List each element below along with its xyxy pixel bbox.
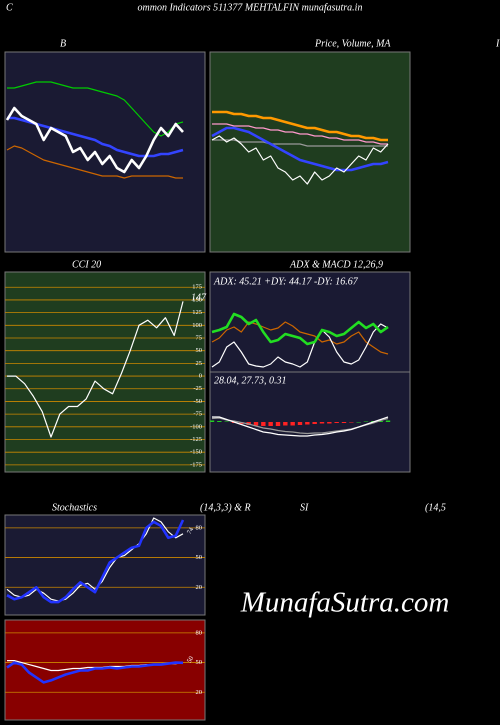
series-line: [6, 519, 185, 604]
end-label: 147: [191, 293, 207, 304]
histogram-bar: [275, 422, 281, 426]
histogram-bar: [268, 422, 273, 426]
series-line: [7, 301, 184, 438]
watermark: MunafaSutra.com: [240, 587, 450, 619]
y-tick-label: 150: [192, 296, 202, 303]
panel-subtitle: (14,3,3) & R: [200, 502, 251, 513]
series-line: [6, 145, 183, 179]
panel-title: SI: [300, 502, 309, 513]
y-tick-label: 20: [196, 689, 203, 696]
histogram-bar: [312, 422, 317, 424]
series-line: [6, 661, 184, 684]
series-line: [211, 323, 389, 368]
y-tick-label: 20: [196, 584, 203, 591]
histogram-bar: [363, 421, 369, 422]
y-tick-label: 100: [192, 322, 202, 329]
panel: [209, 51, 411, 253]
end-label: 50: [186, 655, 195, 664]
histogram-bar: [378, 421, 383, 422]
y-tick-label: 125: [192, 309, 202, 316]
y-tick-label: 75: [196, 334, 203, 341]
panel-annotation: 28.04, 27.73, 0.31: [214, 375, 287, 386]
y-tick-label: -175: [190, 461, 202, 468]
histogram-bar: [224, 421, 229, 422]
corner-text: C: [6, 2, 13, 13]
histogram-bar: [305, 422, 310, 425]
histogram-bar: [253, 422, 259, 426]
histogram-bar: [349, 422, 354, 423]
y-tick-label: -150: [190, 449, 202, 456]
panel-annotation: ADX: 45.21 +DY: 44.17 -DY: 16.67: [213, 276, 359, 287]
panel: [4, 271, 206, 473]
panel-title: CCI 20: [72, 259, 101, 270]
panel-title: Stochastics: [52, 502, 97, 513]
panel: [4, 514, 206, 616]
y-tick-label: 0: [199, 373, 202, 380]
histogram-bar: [209, 420, 215, 422]
y-tick-label: 80: [196, 629, 203, 636]
histogram-bar: [385, 420, 391, 422]
panel-title: ADX & MACD 12,26,9: [289, 259, 383, 270]
histogram-bar: [297, 422, 303, 425]
series-line: [211, 312, 389, 346]
series-line: [211, 321, 389, 355]
y-tick-label: -75: [193, 411, 202, 418]
y-tick-label: 50: [196, 659, 203, 666]
series-line: [211, 126, 389, 172]
histogram-bar: [319, 422, 325, 424]
y-tick-label: -25: [193, 385, 202, 392]
panel-title: B: [60, 38, 66, 49]
y-tick-label: -50: [193, 398, 202, 405]
page-title: ommon Indicators 511377 MEHTALFIN munafa…: [138, 2, 363, 13]
y-tick-label: 50: [196, 554, 203, 561]
y-tick-label: -125: [190, 436, 202, 443]
y-tick-label: 25: [196, 360, 203, 367]
y-tick-label: 50: [196, 347, 203, 354]
series-line: [211, 135, 389, 185]
histogram-bar: [327, 422, 332, 424]
series-line: [212, 416, 389, 437]
series-line: [212, 110, 388, 142]
histogram-bar: [341, 422, 347, 423]
histogram-bar: [334, 422, 339, 423]
histogram-bar: [283, 422, 288, 426]
panel-title: Price, Volume, MA: [314, 38, 391, 49]
histogram-bar: [290, 422, 295, 426]
y-tick-label: 80: [196, 524, 203, 531]
series-line: [212, 139, 388, 147]
end-label: 74: [186, 526, 196, 536]
series-line: [7, 81, 184, 137]
histogram-bar: [217, 421, 222, 422]
histogram-bar: [356, 422, 361, 423]
series-line: [212, 123, 388, 145]
panel: [4, 619, 206, 721]
cut-title: I: [495, 38, 500, 49]
y-tick-label: 175: [192, 284, 202, 291]
panel-subtitle: (14,5: [425, 502, 446, 513]
y-tick-label: -100: [190, 423, 202, 430]
histogram-bar: [261, 422, 266, 426]
series-line: [5, 106, 184, 174]
